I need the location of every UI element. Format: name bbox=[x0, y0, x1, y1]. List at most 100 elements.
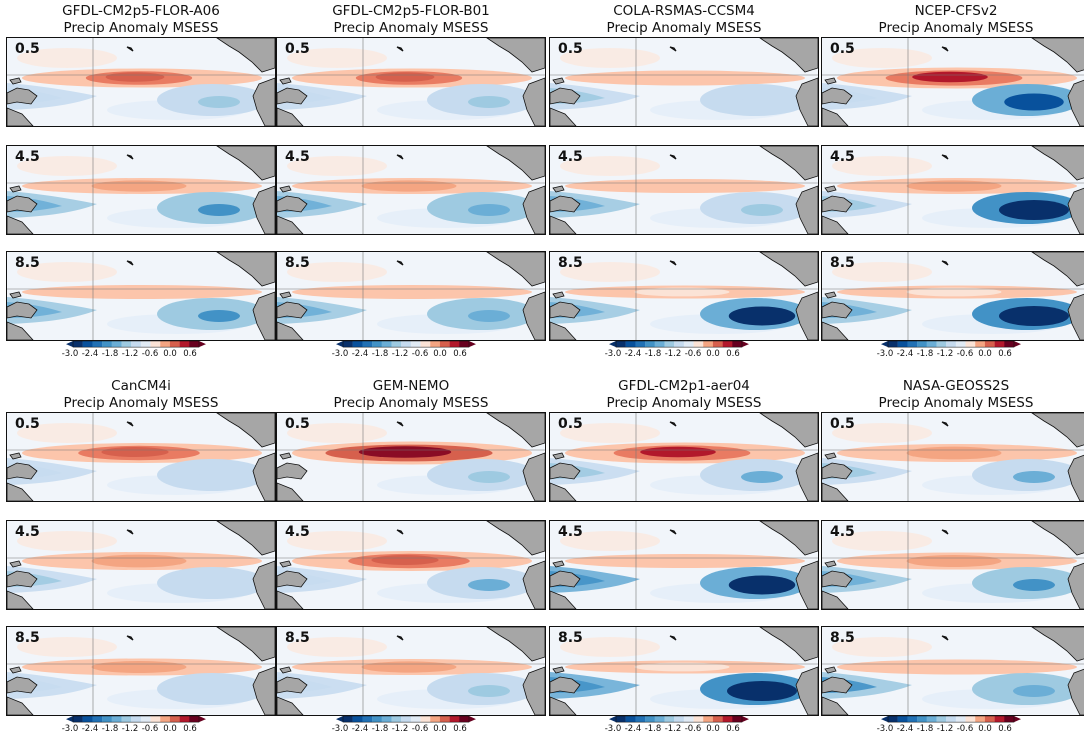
model-title: GFDL-CM2p5-FLOR-A06 Precip Anomaly MSESS bbox=[6, 3, 276, 37]
lead-time-label: 0.5 bbox=[285, 41, 310, 57]
colorbar-segment bbox=[975, 716, 986, 723]
colorbar-segment bbox=[674, 716, 685, 723]
model-title: GEM-NEMO Precip Anomaly MSESS bbox=[276, 378, 546, 412]
colorbar-tick-label: 0.6 bbox=[998, 724, 1012, 734]
lead-time-label: 0.5 bbox=[830, 41, 855, 57]
colorbar-segment bbox=[888, 341, 898, 348]
colorbar-extend-high bbox=[1014, 716, 1021, 723]
lead-time-label: 0.5 bbox=[558, 416, 583, 432]
msess-field bbox=[7, 521, 275, 609]
colorbar-segment bbox=[693, 716, 704, 723]
lead-time-label: 4.5 bbox=[558, 149, 583, 165]
colorbar-segment bbox=[1004, 716, 1015, 723]
map-panel: 0.5 bbox=[276, 412, 546, 502]
msess-field bbox=[822, 627, 1084, 715]
colorbar-segment bbox=[179, 716, 190, 723]
variable-label: Precip Anomaly MSESS bbox=[333, 395, 489, 411]
colorbar-segment bbox=[712, 341, 723, 348]
msess-field bbox=[822, 38, 1084, 126]
colorbar-segment bbox=[897, 341, 908, 348]
colorbar-extend-low bbox=[66, 716, 73, 723]
colorbar-tick-label: -3.0 bbox=[61, 349, 79, 359]
colorbar-segment bbox=[343, 341, 353, 348]
map-panel: 8.5 bbox=[821, 626, 1084, 716]
colorbar-tick-label: 0.0 bbox=[163, 349, 177, 359]
colorbar-tick-label: -3.0 bbox=[876, 724, 894, 734]
map-panel: 4.5 bbox=[6, 520, 276, 610]
msess-field bbox=[277, 627, 545, 715]
colorbar-extend-low bbox=[336, 341, 343, 348]
lead-time-label: 4.5 bbox=[830, 149, 855, 165]
map-panel: 4.5 bbox=[276, 520, 546, 610]
colorbar-extend-high bbox=[1014, 341, 1021, 348]
map-panel: 8.5 bbox=[276, 626, 546, 716]
colorbar-tick-label: -2.4 bbox=[624, 724, 642, 734]
colorbar-tick-label: 0.6 bbox=[453, 724, 467, 734]
colorbar-segment bbox=[936, 341, 947, 348]
colorbar-tick-label: -2.4 bbox=[81, 349, 99, 359]
msess-field bbox=[550, 252, 818, 340]
colorbar-segment bbox=[616, 716, 626, 723]
colorbar-segment bbox=[343, 716, 353, 723]
colorbar-tick-label: -0.6 bbox=[956, 349, 974, 359]
colorbar-segment bbox=[121, 716, 132, 723]
colorbar-segment bbox=[674, 341, 685, 348]
msess-field bbox=[550, 146, 818, 234]
colorbar-extend-high bbox=[469, 716, 476, 723]
map-panel: 8.5 bbox=[6, 251, 276, 341]
colorbar-gradient bbox=[336, 341, 476, 348]
lead-time-label: 4.5 bbox=[285, 149, 310, 165]
map-panel: 8.5 bbox=[6, 626, 276, 716]
variable-label: Precip Anomaly MSESS bbox=[606, 395, 762, 411]
lead-time-label: 4.5 bbox=[830, 524, 855, 540]
colorbar-tick-label: 0.6 bbox=[183, 349, 197, 359]
msess-field bbox=[822, 252, 1084, 340]
colorbar-segment bbox=[111, 341, 122, 348]
colorbar-segment bbox=[410, 341, 421, 348]
colorbar-tick-label: 0.0 bbox=[706, 724, 720, 734]
colorbar-segment bbox=[635, 341, 646, 348]
colorbar-gradient bbox=[336, 716, 476, 723]
map-panel: 8.5 bbox=[549, 626, 819, 716]
model-title: CanCM4i Precip Anomaly MSESS bbox=[6, 378, 276, 412]
model-name: NASA-GEOSS2S bbox=[902, 378, 1010, 394]
colorbar-segment bbox=[917, 341, 927, 348]
colorbar-segment bbox=[381, 716, 392, 723]
colorbar-tick-label: -3.0 bbox=[604, 724, 622, 734]
variable-label: Precip Anomaly MSESS bbox=[878, 395, 1034, 411]
colorbar-gradient bbox=[609, 716, 749, 723]
colorbar-tick-label: 0.6 bbox=[998, 349, 1012, 359]
variable-label: Precip Anomaly MSESS bbox=[606, 20, 762, 36]
colorbar-gradient bbox=[609, 341, 749, 348]
colorbar-extend-low bbox=[881, 716, 888, 723]
colorbar-ticks: -3.0 -2.4 -1.8 -1.2 -0.6 0.0 0.6 bbox=[599, 724, 759, 734]
colorbar-ticks: -3.0 -2.4 -1.8 -1.2 -0.6 0.0 0.6 bbox=[871, 349, 1031, 359]
colorbar-segment bbox=[984, 716, 995, 723]
msess-field bbox=[277, 38, 545, 126]
msess-field bbox=[822, 521, 1084, 609]
lead-time-label: 8.5 bbox=[285, 630, 310, 646]
colorbar-tick-label: -1.2 bbox=[936, 724, 954, 734]
colorbar-segment bbox=[430, 341, 441, 348]
msess-field bbox=[7, 38, 275, 126]
model-name: GFDL-CM2p5-FLOR-B01 bbox=[332, 3, 490, 19]
colorbar-segment bbox=[352, 716, 363, 723]
msess-field bbox=[7, 627, 275, 715]
colorbar-segment bbox=[654, 716, 665, 723]
colorbar-segment bbox=[888, 716, 898, 723]
colorbar-tick-label: -2.4 bbox=[896, 724, 914, 734]
colorbar-segment bbox=[82, 341, 93, 348]
lead-time-label: 4.5 bbox=[15, 149, 40, 165]
lead-time-label: 0.5 bbox=[15, 41, 40, 57]
colorbar-segment bbox=[625, 716, 636, 723]
map-panel: 8.5 bbox=[549, 251, 819, 341]
colorbar-segment bbox=[994, 341, 1005, 348]
model-title: GFDL-CM2p5-FLOR-B01 Precip Anomaly MSESS bbox=[276, 3, 546, 37]
colorbar-tick-label: -1.2 bbox=[664, 724, 682, 734]
map-panel: 0.5 bbox=[821, 37, 1084, 127]
model-title: GFDL-CM2p1-aer04 Precip Anomaly MSESS bbox=[549, 378, 819, 412]
colorbar-segment bbox=[169, 341, 180, 348]
colorbar-extend-low bbox=[609, 341, 616, 348]
model-name: GFDL-CM2p5-FLOR-A06 bbox=[62, 3, 220, 19]
colorbar-segment bbox=[965, 341, 976, 348]
